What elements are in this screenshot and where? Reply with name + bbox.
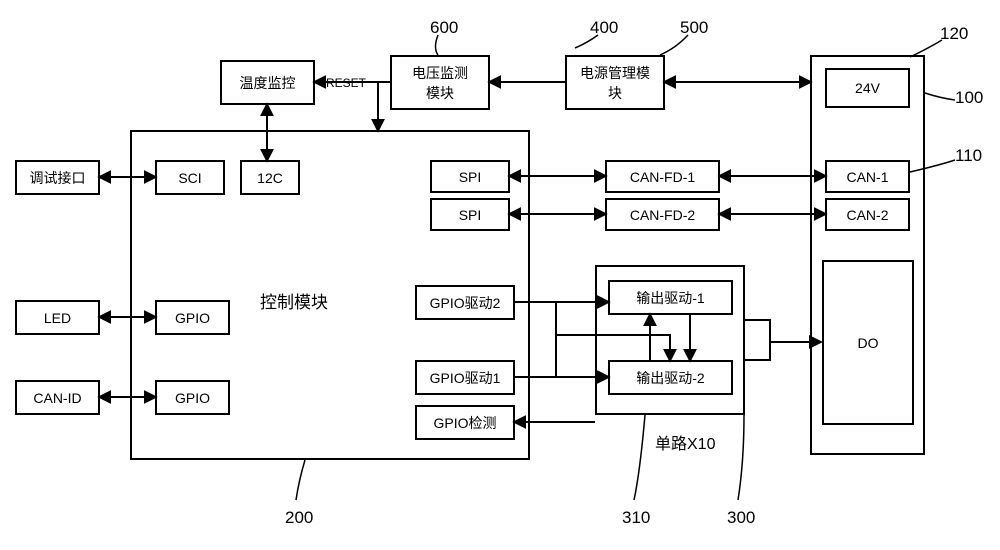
label-reset: RESET: [326, 76, 366, 90]
block-gpio-drive-1: GPIO驱动1: [415, 360, 515, 395]
block-temp-monitor: 温度监控: [220, 60, 315, 105]
block-label: 电压监测 模块: [412, 63, 468, 103]
block-output-drive-2: 输出驱动-2: [608, 360, 733, 395]
block-gpio-drive-2: GPIO驱动2: [415, 285, 515, 320]
block-voltage-monitor: 电压监测 模块: [390, 55, 490, 110]
block-label: DO: [858, 335, 879, 351]
ref-600: 600: [430, 18, 458, 38]
block-gpio-b: GPIO: [155, 380, 230, 415]
block-canfd-2: CAN-FD-2: [605, 198, 720, 231]
block-label: CAN-FD-1: [630, 169, 695, 185]
block-can-id: CAN-ID: [15, 380, 100, 415]
block-label: GPIO驱动1: [430, 368, 501, 388]
block-i2c: 12C: [240, 160, 300, 195]
block-gpio-a: GPIO: [155, 300, 230, 335]
block-label: SPI: [459, 207, 482, 223]
block-spi-2: SPI: [430, 198, 510, 231]
block-label: SCI: [178, 170, 201, 186]
block-led: LED: [15, 300, 100, 335]
block-sci: SCI: [155, 160, 225, 195]
block-label: GPIO驱动2: [430, 293, 501, 313]
block-label: GPIO: [175, 310, 210, 326]
ref-110: 110: [955, 146, 982, 166]
block-label: CAN-FD-2: [630, 207, 695, 223]
block-label: SPI: [459, 169, 482, 185]
label-x10: 单路X10: [655, 430, 715, 454]
block-output-drive-1: 输出驱动-1: [608, 280, 733, 315]
block-do: DO: [822, 260, 914, 425]
ref-120: 120: [940, 24, 968, 44]
block-label: 调试接口: [30, 168, 86, 188]
ref-300: 300: [727, 508, 755, 528]
label-control-module: 控制模块: [260, 288, 328, 313]
block-label: 12C: [257, 170, 283, 186]
block-label: 电源管理模 块: [580, 63, 650, 103]
block-can-2: CAN-2: [825, 198, 910, 231]
block-label: CAN-2: [846, 207, 888, 223]
block-debug-interface: 调试接口: [15, 160, 100, 195]
block-gpio-detect: GPIO检测: [415, 405, 515, 440]
ref-200: 200: [285, 508, 313, 528]
block-label: 24V: [855, 80, 880, 96]
ref-100: 100: [955, 88, 983, 108]
block-label: CAN-ID: [33, 390, 81, 406]
block-label: GPIO: [175, 390, 210, 406]
ref-400: 400: [590, 18, 618, 38]
block-label: GPIO检测: [433, 413, 496, 433]
block-24v: 24V: [825, 68, 910, 108]
ref-310: 310: [622, 508, 650, 528]
block-label: 输出驱动-2: [636, 368, 704, 388]
ref-500: 500: [680, 18, 708, 38]
block-canfd-1: CAN-FD-1: [605, 160, 720, 193]
block-power-mgmt: 电源管理模 块: [565, 55, 665, 110]
block-can-1: CAN-1: [825, 160, 910, 193]
block-spi-1: SPI: [430, 160, 510, 193]
block-label: 输出驱动-1: [636, 288, 704, 308]
block-label: LED: [44, 310, 71, 326]
block-label: 温度监控: [240, 73, 296, 93]
block-label: CAN-1: [846, 169, 888, 185]
